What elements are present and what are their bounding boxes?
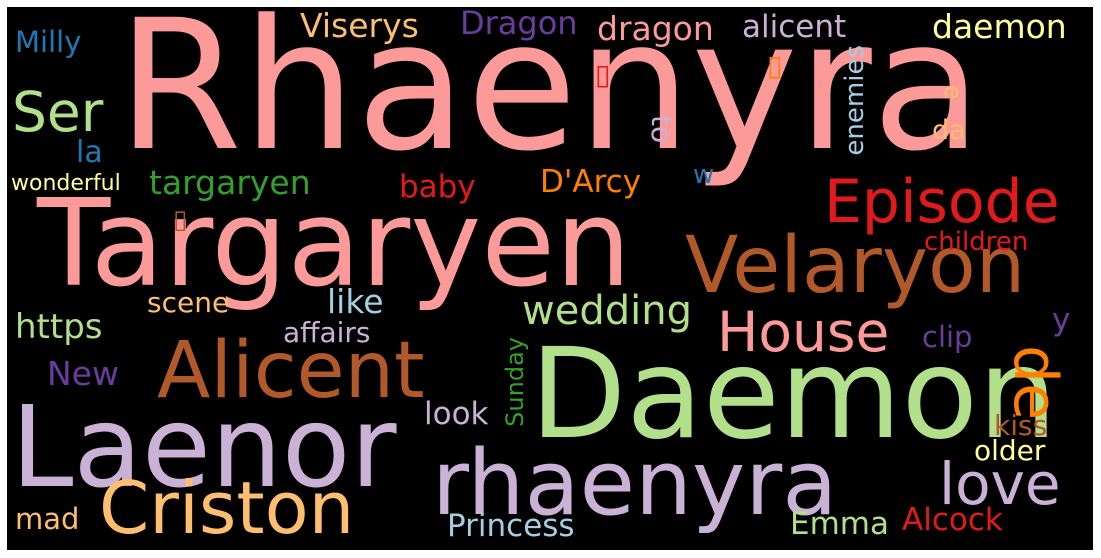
word-affairs: affairs	[283, 316, 371, 349]
word-alicent-lower: alicent	[742, 9, 847, 45]
word-criston: Criston	[99, 466, 355, 550]
word-mad: mad	[15, 502, 80, 536]
word-darcy: D'Arcy	[540, 164, 642, 200]
word-milly: Milly	[15, 25, 82, 59]
word-laenor: Laenor	[11, 383, 397, 513]
word-dragon: dragon	[597, 9, 714, 48]
word-alicent: Alicent	[157, 326, 425, 416]
word-older: older	[974, 434, 1046, 467]
word-princess: Princess	[447, 508, 575, 544]
word-emma: Emma	[790, 506, 889, 542]
word-targaryen: Targaryen	[37, 175, 632, 314]
word-cloud: Rhaenyra Targaryen Daemon Laenor rhaenyr…	[7, 7, 1093, 550]
word-sunday: Sunday	[501, 337, 529, 427]
word-de: de	[1000, 345, 1070, 420]
word-dragon-cap: Dragon	[460, 7, 578, 42]
word-velaryon: Velaryon	[685, 221, 1026, 311]
word-like: like	[327, 282, 384, 321]
word-look: look	[424, 396, 489, 432]
glyph-box-brown: ▯	[173, 205, 188, 235]
word-w: w	[693, 160, 715, 190]
word-new: New	[47, 354, 119, 393]
word-alcock: Alcock	[902, 502, 1003, 538]
word-y: y	[1052, 302, 1071, 338]
word-https: https	[15, 307, 103, 347]
word-e: e	[939, 85, 967, 100]
word-clip: clip	[922, 320, 973, 354]
word-ser: Ser	[12, 80, 104, 144]
word-wedding: wedding	[522, 288, 692, 334]
word-baby: baby	[399, 169, 476, 205]
word-rhaenyra-lower: rhaenyra	[432, 431, 838, 536]
word-episode: Episode	[824, 167, 1060, 237]
word-love: love	[939, 450, 1061, 518]
word-targaryen-lower: targaryen	[149, 163, 311, 202]
word-kiss: kiss	[994, 409, 1048, 442]
glyph-box-red: ▯	[595, 58, 611, 91]
word-daemon: Daemon	[530, 322, 1058, 467]
word-to: to	[645, 115, 678, 144]
word-la: la	[76, 135, 103, 170]
word-da: da	[932, 115, 966, 146]
word-children: children	[924, 227, 1029, 257]
word-rhaenyra: Rhaenyra	[117, 7, 983, 191]
word-viserys: Viserys	[300, 7, 419, 45]
word-daemon-lower: daemon	[932, 7, 1067, 46]
word-enemies: enemies	[840, 45, 870, 156]
word-wonderful: wonderful	[11, 171, 121, 196]
word-house: House	[717, 300, 890, 364]
word-scene: scene	[147, 286, 230, 319]
glyph-box-orange: ▯	[767, 49, 783, 82]
